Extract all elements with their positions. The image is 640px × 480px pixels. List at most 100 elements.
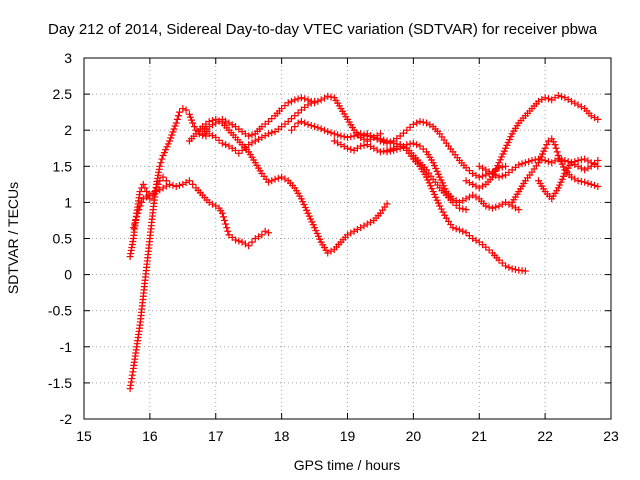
data-point <box>386 138 394 146</box>
data-point <box>218 209 226 217</box>
data-point <box>221 216 229 224</box>
data-point <box>294 119 302 127</box>
data-point <box>584 179 592 187</box>
data-point <box>488 204 496 212</box>
data-point <box>258 231 266 239</box>
series-track-j <box>383 139 523 214</box>
data-point <box>383 200 391 208</box>
y-tick-label: 0 <box>64 267 72 283</box>
data-point <box>248 131 256 139</box>
data-point <box>439 208 447 216</box>
data-point <box>543 141 551 149</box>
data-point <box>189 119 197 127</box>
data-point <box>297 94 305 102</box>
data-point <box>327 129 335 137</box>
data-point <box>521 159 529 167</box>
y-tick-label: 1.5 <box>53 158 73 174</box>
data-point <box>416 118 424 126</box>
data-point <box>245 132 253 140</box>
data-point <box>495 173 503 181</box>
data-point <box>189 180 197 188</box>
data-point <box>360 141 368 149</box>
data-point <box>156 177 164 185</box>
data-point <box>475 173 483 181</box>
x-tick-label: 15 <box>76 428 92 444</box>
x-tick-label: 18 <box>274 428 290 444</box>
y-tick-label: 3 <box>64 50 72 66</box>
data-point <box>274 174 282 182</box>
data-marks <box>126 92 602 393</box>
data-point <box>174 112 182 120</box>
data-point <box>176 108 184 116</box>
data-point <box>383 139 391 147</box>
data-point <box>502 162 510 170</box>
data-point <box>157 159 165 167</box>
data-point <box>291 123 299 131</box>
data-point <box>171 122 179 130</box>
data-point <box>173 115 181 123</box>
data-point <box>558 93 566 101</box>
data-point <box>505 263 513 271</box>
series-track-d <box>185 115 391 257</box>
data-point <box>245 242 253 250</box>
data-point <box>449 224 457 232</box>
data-point <box>347 133 355 141</box>
data-point <box>498 172 506 180</box>
chart-title: Day 212 of 2014, Sidereal Day-to-day VTE… <box>48 21 598 38</box>
series-track-l <box>475 155 602 181</box>
data-point <box>413 141 421 149</box>
data-point <box>179 105 187 113</box>
data-point <box>334 131 342 139</box>
data-point <box>511 266 519 274</box>
series-track-f <box>199 97 319 157</box>
data-point <box>498 163 506 171</box>
data-point <box>393 145 401 153</box>
data-point <box>544 95 552 103</box>
y-tick-label: -2 <box>60 411 73 427</box>
data-point <box>166 180 174 188</box>
data-point <box>301 95 309 103</box>
data-point <box>502 262 510 270</box>
data-point <box>337 132 345 140</box>
data-point <box>311 97 319 105</box>
data-point <box>515 206 523 214</box>
series-track-m <box>508 135 602 206</box>
data-point <box>261 227 269 235</box>
data-point <box>224 227 232 235</box>
data-point <box>307 122 315 130</box>
data-point <box>271 175 279 183</box>
data-point <box>170 125 178 133</box>
data-point <box>541 94 549 102</box>
data-point <box>134 209 142 217</box>
data-point <box>452 225 460 233</box>
data-point <box>376 137 384 145</box>
data-point <box>314 124 322 132</box>
data-point <box>581 178 589 186</box>
data-point <box>459 205 467 213</box>
data-point <box>380 147 388 155</box>
x-tick-label: 19 <box>340 428 356 444</box>
data-point <box>561 157 569 165</box>
data-point <box>131 220 139 228</box>
x-tick-label: 22 <box>537 428 553 444</box>
y-tick-label: -1 <box>60 339 73 355</box>
data-point <box>166 137 174 145</box>
data-point <box>406 140 414 148</box>
data-point <box>330 130 338 138</box>
series-track-e <box>199 92 384 145</box>
data-point <box>594 183 602 191</box>
data-point <box>459 227 467 235</box>
data-point <box>403 141 411 149</box>
data-point <box>172 119 180 127</box>
data-point <box>135 206 143 214</box>
data-point <box>409 120 417 128</box>
data-point <box>141 184 149 192</box>
data-point <box>554 92 562 100</box>
data-point <box>462 206 470 214</box>
data-point <box>492 203 500 211</box>
data-point <box>222 141 230 149</box>
data-point <box>133 213 141 221</box>
data-point <box>291 96 299 104</box>
data-point <box>168 131 176 139</box>
